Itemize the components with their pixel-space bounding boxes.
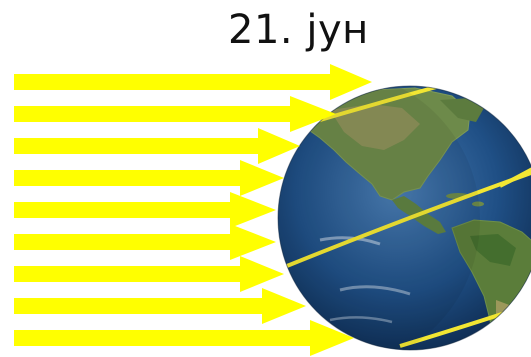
sun-ray-2	[14, 96, 336, 132]
sun-ray-8	[14, 288, 306, 324]
earth-globe	[277, 85, 531, 351]
sun-ray-9	[14, 320, 354, 356]
sun-ray-5	[14, 192, 276, 228]
sun-ray-4	[14, 160, 284, 196]
sun-ray-7	[14, 256, 284, 292]
equator-line	[281, 166, 531, 270]
diagram-title: 21. јун	[228, 7, 369, 53]
sun-rays	[14, 64, 372, 356]
sun-ray-6	[14, 224, 276, 260]
sun-ray-3	[14, 128, 300, 164]
sun-ray-1	[14, 64, 372, 100]
